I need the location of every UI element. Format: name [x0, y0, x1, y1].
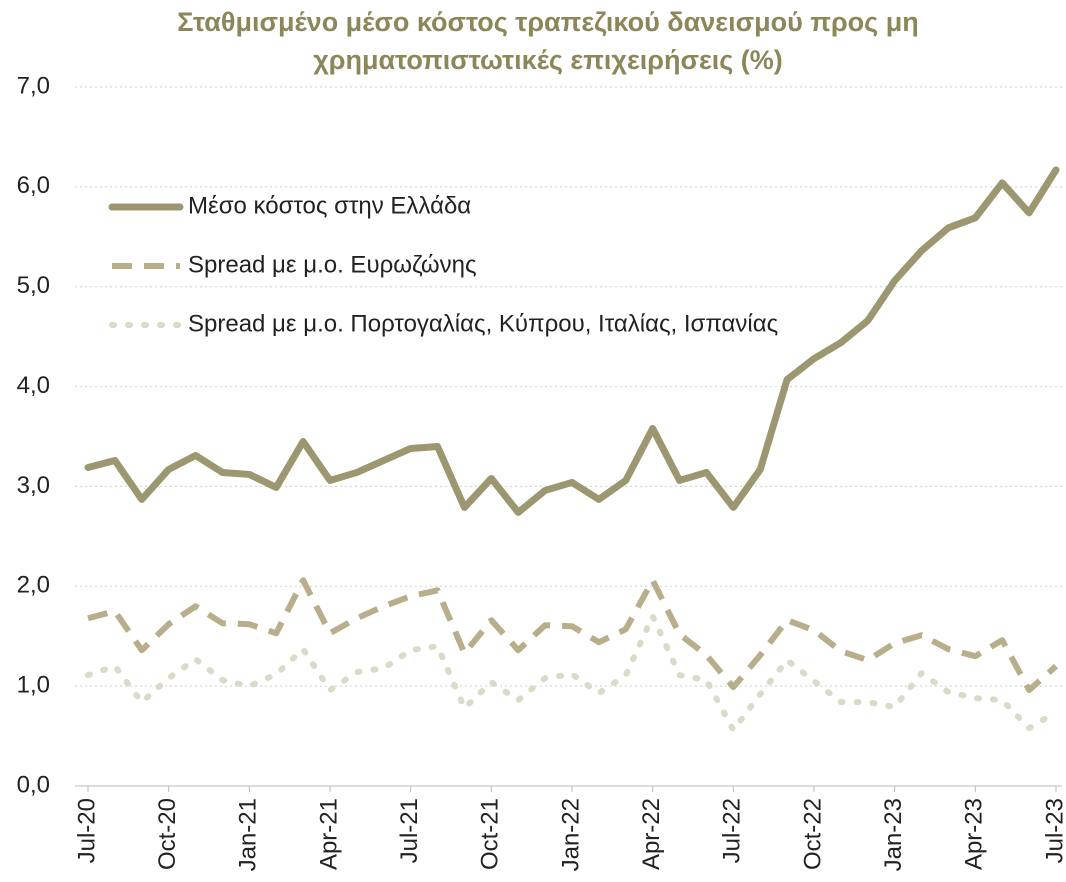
- y-tick-label: 3,0: [17, 472, 50, 499]
- x-tick-label: Oct-21: [477, 798, 504, 870]
- chart-title: Σταθμισμένο μέσο κόστος τραπεζικού δανει…: [177, 7, 918, 75]
- x-tick-label: Apr-23: [961, 798, 988, 870]
- x-tick-label: Apr-22: [638, 798, 665, 870]
- x-tick-label: Jul-20: [73, 798, 100, 863]
- legend-label: Μέσο κόστος στην Ελλάδα: [188, 192, 471, 219]
- series-line: [87, 577, 1058, 694]
- x-tick-label: Oct-20: [154, 798, 181, 870]
- x-tick-label: Jul-23: [1041, 798, 1066, 863]
- legend-label: Spread με μ.ο. Ευρωζώνης: [188, 251, 477, 278]
- x-tick-label: Apr-21: [315, 798, 342, 870]
- y-tick-label: 0,0: [17, 771, 50, 798]
- x-tick-label: Oct-22: [799, 798, 826, 870]
- y-tick-label: 1,0: [17, 671, 50, 698]
- x-tick-label: Jan-23: [880, 798, 907, 871]
- y-tick-label: 6,0: [17, 172, 50, 199]
- x-tick-label: Jul-21: [396, 798, 423, 863]
- y-tick-label: 7,0: [17, 72, 50, 99]
- legend-label: Spread με μ.ο. Πορτογαλίας, Κύπρου, Ιταλ…: [188, 310, 778, 337]
- y-tick-label: 4,0: [17, 372, 50, 399]
- series-line: [84, 166, 1060, 516]
- y-tick-label: 2,0: [17, 572, 50, 599]
- x-tick-label: Jan-21: [235, 798, 262, 871]
- x-tick-label: Jul-22: [719, 798, 746, 863]
- y-tick-label: 5,0: [17, 272, 50, 299]
- x-tick-label: Jan-22: [557, 798, 584, 871]
- series-line: [85, 613, 1059, 734]
